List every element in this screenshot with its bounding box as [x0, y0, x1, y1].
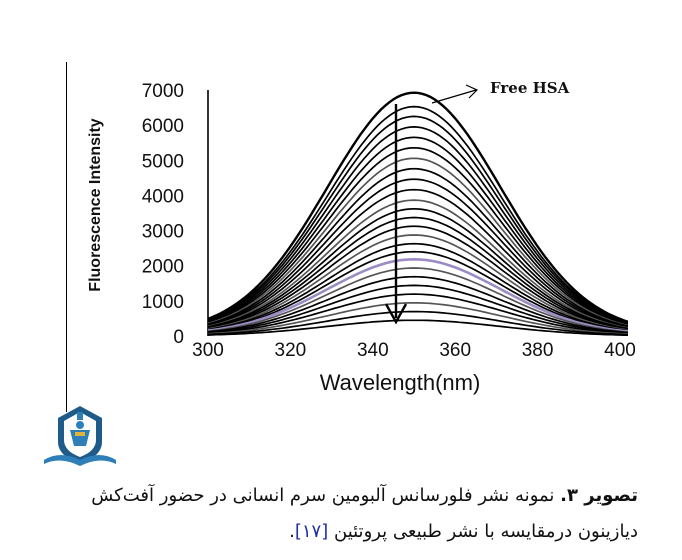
y-tick-label: 4000	[142, 186, 184, 207]
spectrum-line	[208, 319, 628, 337]
spectrum-line	[208, 178, 628, 328]
spectrum-line	[208, 167, 628, 328]
figure-caption: تصویر ۳. نمونه نشر فلورسانس آلبومین سرم …	[38, 478, 638, 550]
x-tick-label: 300	[192, 340, 224, 361]
x-tick-labels: 300 320 340 360 380 400	[192, 340, 636, 361]
university-emblem-logo	[44, 406, 116, 466]
spectrum-line	[208, 146, 628, 326]
y-tick-label: 1000	[142, 292, 184, 313]
caption-end: .	[289, 521, 295, 542]
y-tick-label: 2000	[142, 257, 184, 278]
spectrum-line	[208, 225, 628, 331]
spectrum-line	[208, 91, 628, 323]
y-tick-labels: 0 1000 2000 3000 4000 5000 6000 7000	[142, 81, 184, 348]
spectrum-line	[208, 136, 628, 326]
spectrum-line	[208, 216, 628, 330]
fluorescence-chart: Fluorescence Intensity 01000200030004000…	[87, 79, 636, 395]
spectrum-line	[208, 115, 628, 325]
spectra-curves	[208, 91, 628, 337]
x-tick-label: 400	[604, 340, 636, 361]
spectrum-line	[208, 207, 628, 330]
caption-reference: [۱۷]	[294, 521, 329, 542]
spectrum-line	[208, 302, 628, 335]
annotation-arrow-head	[465, 84, 479, 99]
x-tick-label: 380	[522, 340, 554, 361]
spectrum-line	[208, 257, 628, 333]
spectrum-line	[208, 234, 628, 331]
y-tick-label: 7000	[142, 81, 184, 102]
spectrum-line	[208, 242, 628, 332]
x-tick-label: 320	[275, 340, 307, 361]
spectrum-line	[208, 199, 628, 329]
y-tick-label: 0	[173, 327, 184, 348]
annotation-arrow	[431, 89, 477, 104]
spectrum-line	[208, 188, 628, 329]
spectrum-line	[208, 284, 628, 334]
spectrum-line	[208, 105, 628, 324]
y-tick-label: 5000	[142, 151, 184, 172]
x-tick-label: 340	[357, 340, 389, 361]
y-tick-label: 6000	[142, 116, 184, 137]
x-axis-title: Wavelength(nm)	[320, 370, 481, 395]
spectrum-line	[208, 275, 628, 334]
x-tick-label: 360	[439, 340, 471, 361]
page-rule	[66, 62, 67, 412]
y-tick-label: 3000	[142, 222, 184, 243]
spectrum-line	[208, 267, 628, 333]
caption-lead: تصویر ۳.	[560, 485, 638, 506]
spectrum-line	[208, 310, 628, 336]
caption-text: نمونه نشر فلورسانس آلبومین سرم انسانی در…	[91, 485, 638, 542]
spectrum-line	[208, 293, 628, 335]
spectrum-line	[208, 126, 628, 325]
y-axis-title: Fluorescence Intensity	[87, 118, 104, 291]
quench-arrow-head	[384, 303, 408, 325]
spectrum-line	[208, 157, 628, 327]
free-hsa-label: Free HSA	[490, 79, 570, 97]
